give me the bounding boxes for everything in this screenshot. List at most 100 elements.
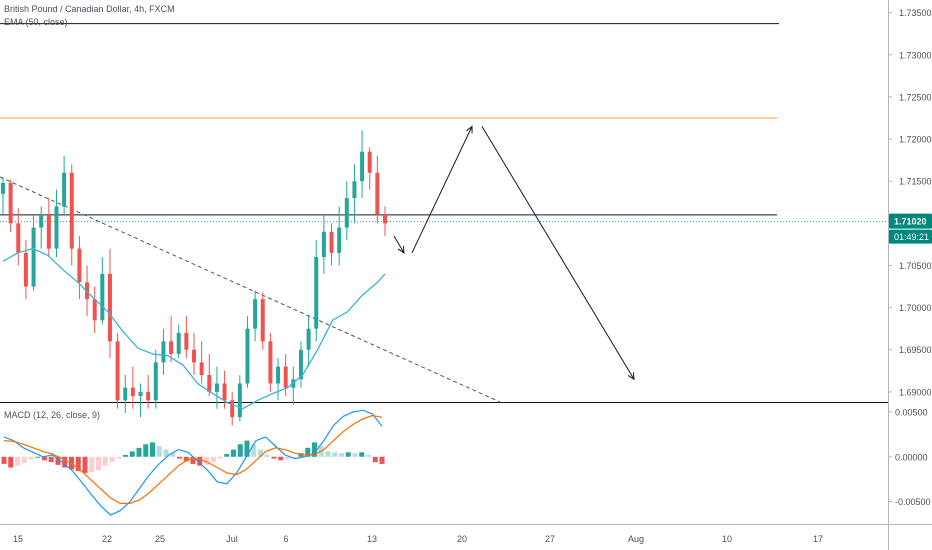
histogram-bar bbox=[183, 456, 189, 462]
candle-body bbox=[130, 387, 135, 397]
y-tick-label: 1.69500 bbox=[899, 345, 932, 355]
histogram-bar bbox=[170, 453, 176, 457]
histogram-bar bbox=[163, 449, 169, 457]
histogram-bar bbox=[305, 447, 311, 457]
x-tick-label: Jul bbox=[226, 534, 238, 544]
candle-body bbox=[245, 328, 250, 384]
histogram-bar bbox=[102, 456, 108, 466]
histogram-bar bbox=[42, 456, 47, 461]
y-tick-label: 1.73000 bbox=[899, 50, 932, 60]
price-badge-value: 1.71020 bbox=[894, 217, 927, 227]
macd-y-tick-label: 0.00000 bbox=[895, 452, 928, 462]
candle-body bbox=[1, 182, 5, 194]
y-tick-label: 1.70500 bbox=[899, 261, 932, 271]
arrow-head bbox=[397, 245, 405, 254]
histogram-bar bbox=[1, 456, 7, 464]
candle-body bbox=[314, 257, 319, 329]
histogram-bar bbox=[116, 456, 122, 459]
histogram-bar bbox=[278, 456, 284, 461]
candle-body bbox=[222, 383, 227, 401]
projection-arrow[interactable] bbox=[481, 126, 635, 380]
candle-body bbox=[283, 366, 288, 388]
candle-body bbox=[54, 206, 59, 249]
arrow-head bbox=[627, 372, 635, 381]
histogram-bar bbox=[28, 456, 34, 460]
projection-arrow[interactable] bbox=[393, 235, 405, 254]
histogram-bar bbox=[332, 452, 338, 457]
candle-body bbox=[360, 151, 365, 182]
histogram-bar bbox=[8, 456, 14, 468]
candle-body bbox=[8, 182, 13, 224]
time-axis[interactable]: 15 22 25 Jul 6 13 20 27 Aug 10 17 bbox=[0, 524, 932, 545]
histogram-bar bbox=[136, 447, 142, 457]
histogram-bar bbox=[251, 444, 257, 457]
candle-body bbox=[344, 198, 349, 228]
candle-body bbox=[153, 362, 158, 401]
histogram-bar bbox=[345, 452, 351, 457]
candle-body bbox=[268, 341, 273, 384]
macd-pane[interactable] bbox=[1, 409, 385, 516]
candle-body bbox=[383, 214, 387, 224]
price-badge bbox=[889, 213, 932, 229]
histogram-bar bbox=[150, 442, 155, 457]
countdown-value: 01:49:21 bbox=[894, 232, 929, 242]
macd-y-tick-label: 0.00500 bbox=[895, 407, 928, 417]
histogram-bar bbox=[55, 456, 61, 465]
histogram-bar bbox=[96, 456, 101, 471]
histogram-bar bbox=[372, 456, 378, 463]
candle-body bbox=[367, 151, 372, 173]
candle-body bbox=[161, 341, 166, 363]
candle-body bbox=[62, 172, 67, 207]
histogram-bar bbox=[224, 454, 230, 457]
histogram-bar bbox=[271, 456, 277, 459]
histogram-bar bbox=[129, 451, 135, 457]
x-tick-label: 13 bbox=[367, 534, 377, 544]
x-tick-label: 17 bbox=[813, 534, 823, 544]
candle-body bbox=[146, 391, 151, 401]
x-tick-label: Aug bbox=[628, 534, 644, 544]
countdown-badge bbox=[889, 229, 932, 244]
histogram-bar bbox=[258, 449, 263, 457]
y-tick-label: 1.73500 bbox=[899, 8, 932, 18]
candle-body bbox=[321, 231, 326, 258]
candle-body bbox=[276, 366, 281, 384]
histogram-bar bbox=[217, 456, 223, 459]
histogram-bar bbox=[35, 456, 41, 458]
candle-body bbox=[169, 341, 174, 354]
y-tick-label: 1.72000 bbox=[899, 135, 932, 145]
candle-body bbox=[329, 231, 334, 253]
price-axis[interactable]: 1.73500 1.73000 1.72500 1.72000 1.71500 1.710… bbox=[888, 0, 932, 550]
histogram-bar bbox=[352, 453, 358, 457]
x-tick-label: 10 bbox=[722, 534, 732, 544]
x-tick-label: 6 bbox=[283, 534, 288, 544]
candle-body bbox=[214, 383, 219, 392]
x-tick-label: 25 bbox=[155, 534, 165, 544]
candle-body bbox=[100, 273, 105, 321]
chart-title: British Pound / Canadian Dollar, 4h, FXC… bbox=[4, 4, 175, 14]
candle-body bbox=[298, 349, 303, 380]
histogram-bar bbox=[379, 456, 385, 464]
histogram-bar bbox=[339, 453, 344, 457]
candle-body bbox=[199, 362, 204, 376]
histogram-bar bbox=[89, 456, 95, 473]
histogram-bar bbox=[190, 456, 196, 464]
histogram-bar bbox=[244, 440, 250, 457]
candle-body bbox=[337, 227, 342, 253]
histogram-bar bbox=[123, 454, 128, 457]
y-tick-label: 1.71500 bbox=[899, 177, 932, 187]
x-tick-label: 20 bbox=[457, 534, 467, 544]
histogram-bar bbox=[109, 456, 115, 463]
projection-arrow[interactable] bbox=[411, 126, 473, 254]
macd-y-tick-label: -0.00500 bbox=[895, 497, 931, 507]
y-tick-label: 1.70000 bbox=[899, 303, 932, 313]
candle-body bbox=[23, 252, 28, 287]
candle-body bbox=[207, 375, 212, 392]
y-tick-label: 1.72500 bbox=[899, 92, 932, 102]
candle-body bbox=[115, 341, 120, 401]
histogram-bar bbox=[298, 453, 304, 457]
candle-body bbox=[230, 400, 235, 418]
histogram-bar bbox=[359, 452, 365, 457]
trendline[interactable] bbox=[0, 176, 501, 403]
price-pane[interactable] bbox=[0, 23, 888, 426]
